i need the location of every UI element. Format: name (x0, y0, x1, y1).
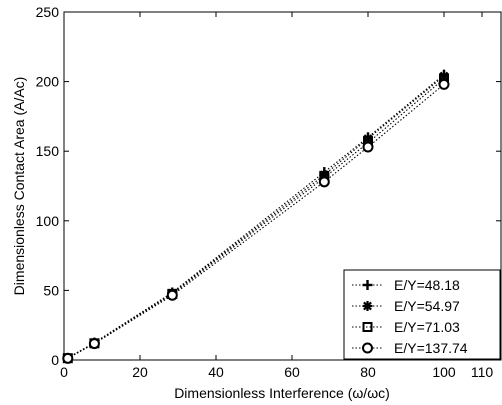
y-tick-label: 150 (36, 143, 60, 159)
data-point (88, 338, 100, 350)
circle-marker (166, 289, 178, 301)
x-tick-label: 40 (208, 364, 224, 380)
legend-label: E/Y=54.97 (394, 298, 460, 314)
legend-entry: E/Y=54.97 (352, 298, 460, 314)
y-tick-label: 0 (51, 352, 59, 368)
series-circle (62, 78, 450, 364)
y-axis-title: Dimensionless Contact Area (A/Ac) (11, 77, 27, 296)
x-tick-label: 110 (471, 364, 494, 380)
legend-label: E/Y=137.74 (394, 340, 468, 356)
data-point (166, 289, 178, 301)
circle-marker (362, 342, 373, 354)
legend-entry: E/Y=137.74 (352, 340, 468, 356)
data-point (438, 78, 450, 90)
circle-marker (362, 141, 374, 153)
legend: E/Y=48.18 E/Y=54.97 E/Y=71.03 E/Y=137.74 (343, 269, 501, 360)
circle-marker (88, 338, 100, 350)
y-tick-label: 50 (43, 282, 59, 298)
data-point (62, 352, 74, 364)
legend-marker (362, 280, 373, 290)
asterisk-marker-d2 (439, 71, 449, 81)
x-tick-label: 100 (432, 364, 456, 380)
y-axis-ticks: 0 50 100 150 200 250 (36, 4, 501, 368)
y-tick-label: 200 (36, 74, 60, 90)
data-point (318, 176, 330, 188)
y-tick-label: 250 (36, 4, 60, 20)
legend-marker (362, 342, 373, 354)
asterisk-marker-d2 (363, 301, 372, 311)
legend-entry: E/Y=48.18 (352, 277, 460, 293)
legend-entry: E/Y=71.03 (352, 319, 460, 335)
y-tick-label: 100 (36, 213, 60, 229)
circle-marker (318, 176, 330, 188)
circle-marker (438, 78, 450, 90)
x-axis-title: Dimensionless Interference (ω/ωc) (174, 385, 390, 401)
legend-marker (362, 322, 373, 332)
x-tick-label: 80 (360, 364, 376, 380)
legend-label: E/Y=71.03 (394, 319, 460, 335)
circle-marker (62, 352, 74, 364)
x-axis-ticks: 0 20 40 60 80 100 110 (60, 12, 493, 380)
x-tick-label: 20 (132, 364, 148, 380)
square-marker (362, 322, 373, 332)
legend-label: E/Y=48.18 (394, 277, 460, 293)
series-layer (62, 69, 450, 364)
x-tick-label: 0 (60, 364, 68, 380)
legend-marker (362, 301, 373, 311)
x-tick-label: 60 (284, 364, 300, 380)
data-point (362, 141, 374, 153)
